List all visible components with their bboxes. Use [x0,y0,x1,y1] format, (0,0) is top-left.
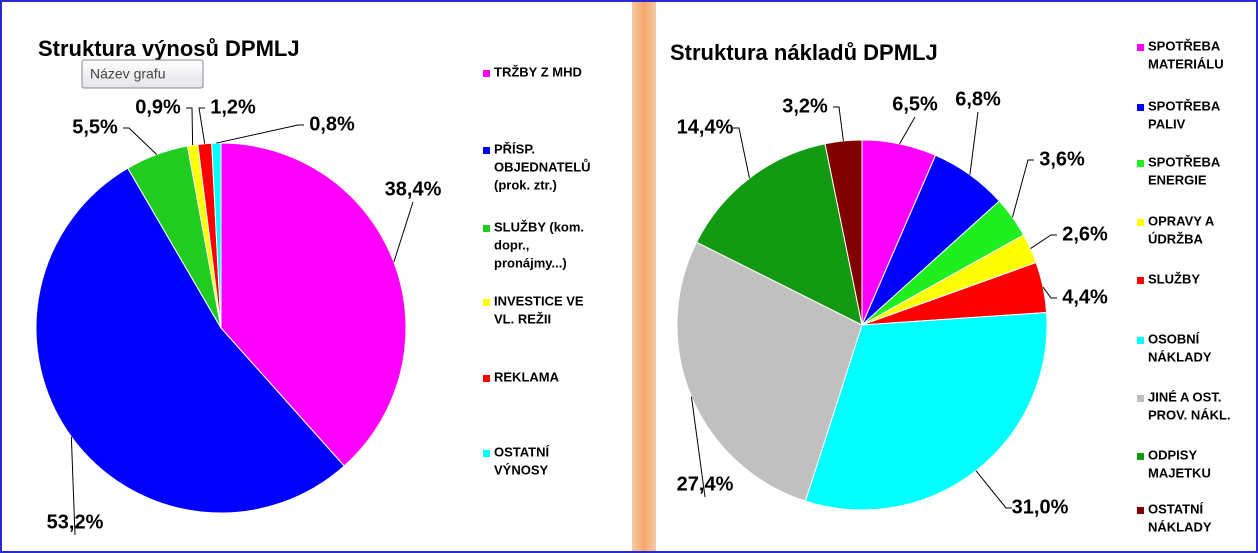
leader-line [899,116,916,145]
leader-line [1042,286,1057,299]
pie-slice [676,241,863,502]
leader-line [1030,234,1057,249]
data-label: 5,5% [72,116,118,138]
legend-swatch [1137,395,1144,402]
legend-label: PŘÍSP. [494,141,535,156]
legend-label: SPOTŘEBA [1148,38,1221,53]
legend-swatch [1137,507,1144,514]
legend-label: PROV. NÁKL. [1148,407,1231,422]
legend-label: SLUŽBY (kom. [494,219,584,234]
data-label: 0,9% [135,96,181,118]
leader-line [690,396,706,498]
leader-line [733,127,750,179]
legend-label: TRŽBY Z MHD [494,64,582,79]
legend-label: pronájmy...) [494,255,567,270]
leader-line [833,106,844,142]
legend-swatch [483,70,490,77]
legend-label: VL. REŽII [494,311,551,326]
legend-label: ÚDRŽBA [1148,231,1203,246]
data-label: 14,4% [677,116,734,138]
legend-label: OSTATNÍ [494,444,550,459]
legend-swatch [1137,160,1144,167]
legend-label: MATERIÁLU [1148,56,1224,71]
legend-swatch [483,450,490,457]
data-label: 6,5% [892,93,938,115]
data-label: 1,2% [210,96,256,118]
legend-swatch [1137,337,1144,344]
leader-line [198,107,206,144]
legend-label: ODPISY [1148,447,1197,462]
legend-label: (prok. ztr.) [494,177,557,192]
legend-swatch [483,225,490,232]
tooltip: Název grafu [81,59,204,89]
chart-title: Struktura nákladů DPMLJ [670,40,938,65]
legend-label: dopr., [494,237,529,252]
legend-label: OPRAVY A [1148,213,1215,228]
legend-label: INVESTICE VE [494,293,584,308]
legend-swatch [483,299,490,306]
legend-swatch [1137,44,1144,51]
leader-line [70,436,76,536]
pie-slice [220,142,407,467]
legend-swatch [1137,453,1144,460]
legend-swatch [483,147,490,154]
leader-line [393,201,414,263]
legend-label: OSTATNÍ [1148,501,1204,516]
chart-title: Struktura výnosů DPMLJ [38,36,300,61]
legend-swatch [1137,219,1144,226]
leader-line [186,107,194,146]
separator [632,2,656,551]
legend-label: NÁKLADY [1148,519,1212,534]
data-label: 4,4% [1062,286,1108,308]
legend-swatch [1137,104,1144,111]
data-label: 6,8% [955,88,1001,110]
data-label: 38,4% [385,178,442,200]
pie-slice [35,167,345,514]
data-label: 3,6% [1039,148,1085,170]
data-label: 2,6% [1062,223,1108,245]
legend-label: REKLAMA [494,369,560,384]
legend-label: SPOTŘEBA [1148,98,1221,113]
legend-label: JINÉ A OST. [1148,389,1221,404]
data-label: 0,8% [309,113,355,135]
legend-label: NÁKLADY [1148,349,1212,364]
leader-line [123,127,158,155]
data-label: 3,2% [782,95,828,117]
data-label: 31,0% [1012,496,1069,518]
legend-label: MAJETKU [1148,465,1211,480]
pie-slice [695,143,863,326]
legend-swatch [1137,277,1144,284]
leader-line [975,470,1012,509]
legend-label: SLUŽBY [1148,271,1200,286]
data-label: 27,4% [677,473,734,495]
legend-label: VÝNOSY [494,462,549,477]
legend-label: ENERGIE [1148,172,1207,187]
data-label: 53,2% [47,511,104,533]
legend-label: OBJEDNATELŮ [494,158,591,174]
leader-line [969,111,979,175]
legend-label: SPOTŘEBA [1148,154,1221,169]
legend-label: OSOBNÍ [1148,331,1200,346]
legend-label: PALIV [1148,116,1186,131]
leader-line [1011,159,1034,218]
legend-swatch [483,375,490,382]
tooltip-text: Název grafu [90,66,165,82]
leader-line [216,124,304,144]
